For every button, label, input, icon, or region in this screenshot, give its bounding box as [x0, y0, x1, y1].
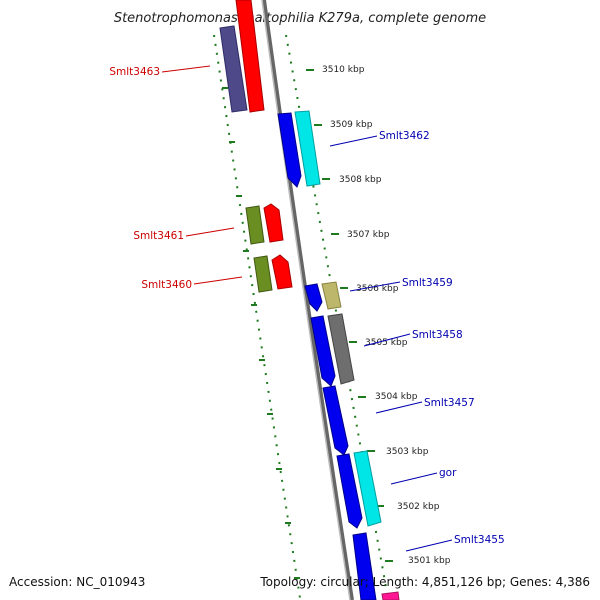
gene-label-smlt3455[interactable]: Smlt3455 [454, 534, 505, 546]
tick-label: 3510 kbp [322, 65, 365, 75]
label-line-smlt3460 [193, 276, 243, 285]
topology-text: Topology: circular; Length: 4,851,126 bp… [259, 575, 590, 589]
gene-smlt3458-cds[interactable] [327, 313, 355, 385]
backbone-highlight [261, 0, 351, 600]
gene-smlt3462[interactable] [277, 112, 302, 188]
gene-smlt3459-cds[interactable] [321, 281, 342, 310]
gene-smlt3458[interactable] [310, 315, 336, 387]
gene-label-smlt3457[interactable]: Smlt3457 [424, 397, 475, 409]
backbone [262, 0, 354, 600]
tick-label: 3509 kbp [330, 120, 373, 130]
gene-smlt3455[interactable] [352, 532, 377, 600]
gene-smlt3460[interactable] [253, 255, 273, 293]
gene-label-smlt3462[interactable]: Smlt3462 [379, 130, 430, 142]
tick-label: 3502 kbp [397, 502, 440, 512]
gene-label-smlt3461[interactable]: Smlt3461 [133, 230, 184, 242]
label-line-smlt3455 [405, 539, 453, 552]
label-line-gor [390, 472, 438, 485]
tick-label: 3503 kbp [386, 447, 429, 457]
gene-label-smlt3459[interactable]: Smlt3459 [402, 277, 453, 289]
gene-smlt3462-cds[interactable] [294, 110, 321, 187]
label-line-smlt3463 [161, 65, 211, 73]
tick-label: 3501 kbp [408, 556, 451, 566]
gene-smlt3459[interactable] [304, 283, 323, 312]
tick-label: 3507 kbp [347, 230, 390, 240]
label-line-smlt3457 [375, 401, 423, 414]
accession-text: Accession: NC_010943 [9, 575, 145, 589]
gene-smlt3457[interactable] [322, 385, 349, 456]
map-title: Stenotrophomonas maltophilia K279a, comp… [114, 11, 486, 26]
label-line-smlt3459 [349, 281, 401, 292]
gene-label-smlt3463[interactable]: Smlt3463 [109, 66, 160, 78]
tick-label: 3508 kbp [339, 175, 382, 185]
label-line-smlt3461 [185, 227, 235, 237]
gene-smlt3463[interactable] [219, 25, 248, 113]
tick-label: 3506 kbp [356, 284, 399, 294]
gene-smlt3463-cds[interactable] [235, 0, 265, 113]
gene-label-gor[interactable]: gor [439, 467, 457, 479]
gene-smlt3461-cds[interactable] [263, 203, 284, 243]
gene-smlt3461[interactable] [245, 205, 265, 245]
label-line-smlt3458 [363, 333, 411, 347]
gene-label-smlt3458[interactable]: Smlt3458 [412, 329, 463, 341]
gene-label-smlt3460[interactable]: Smlt3460 [141, 279, 192, 291]
label-line-smlt3462 [329, 135, 378, 147]
tick-label: 3505 kbp [365, 338, 408, 348]
gene-gor-cds[interactable] [353, 450, 382, 527]
gene-gor[interactable] [336, 453, 363, 529]
gene-smlt3460-cds[interactable] [271, 254, 293, 290]
tick-label: 3504 kbp [375, 392, 418, 402]
gene-partial[interactable] [381, 591, 400, 600]
